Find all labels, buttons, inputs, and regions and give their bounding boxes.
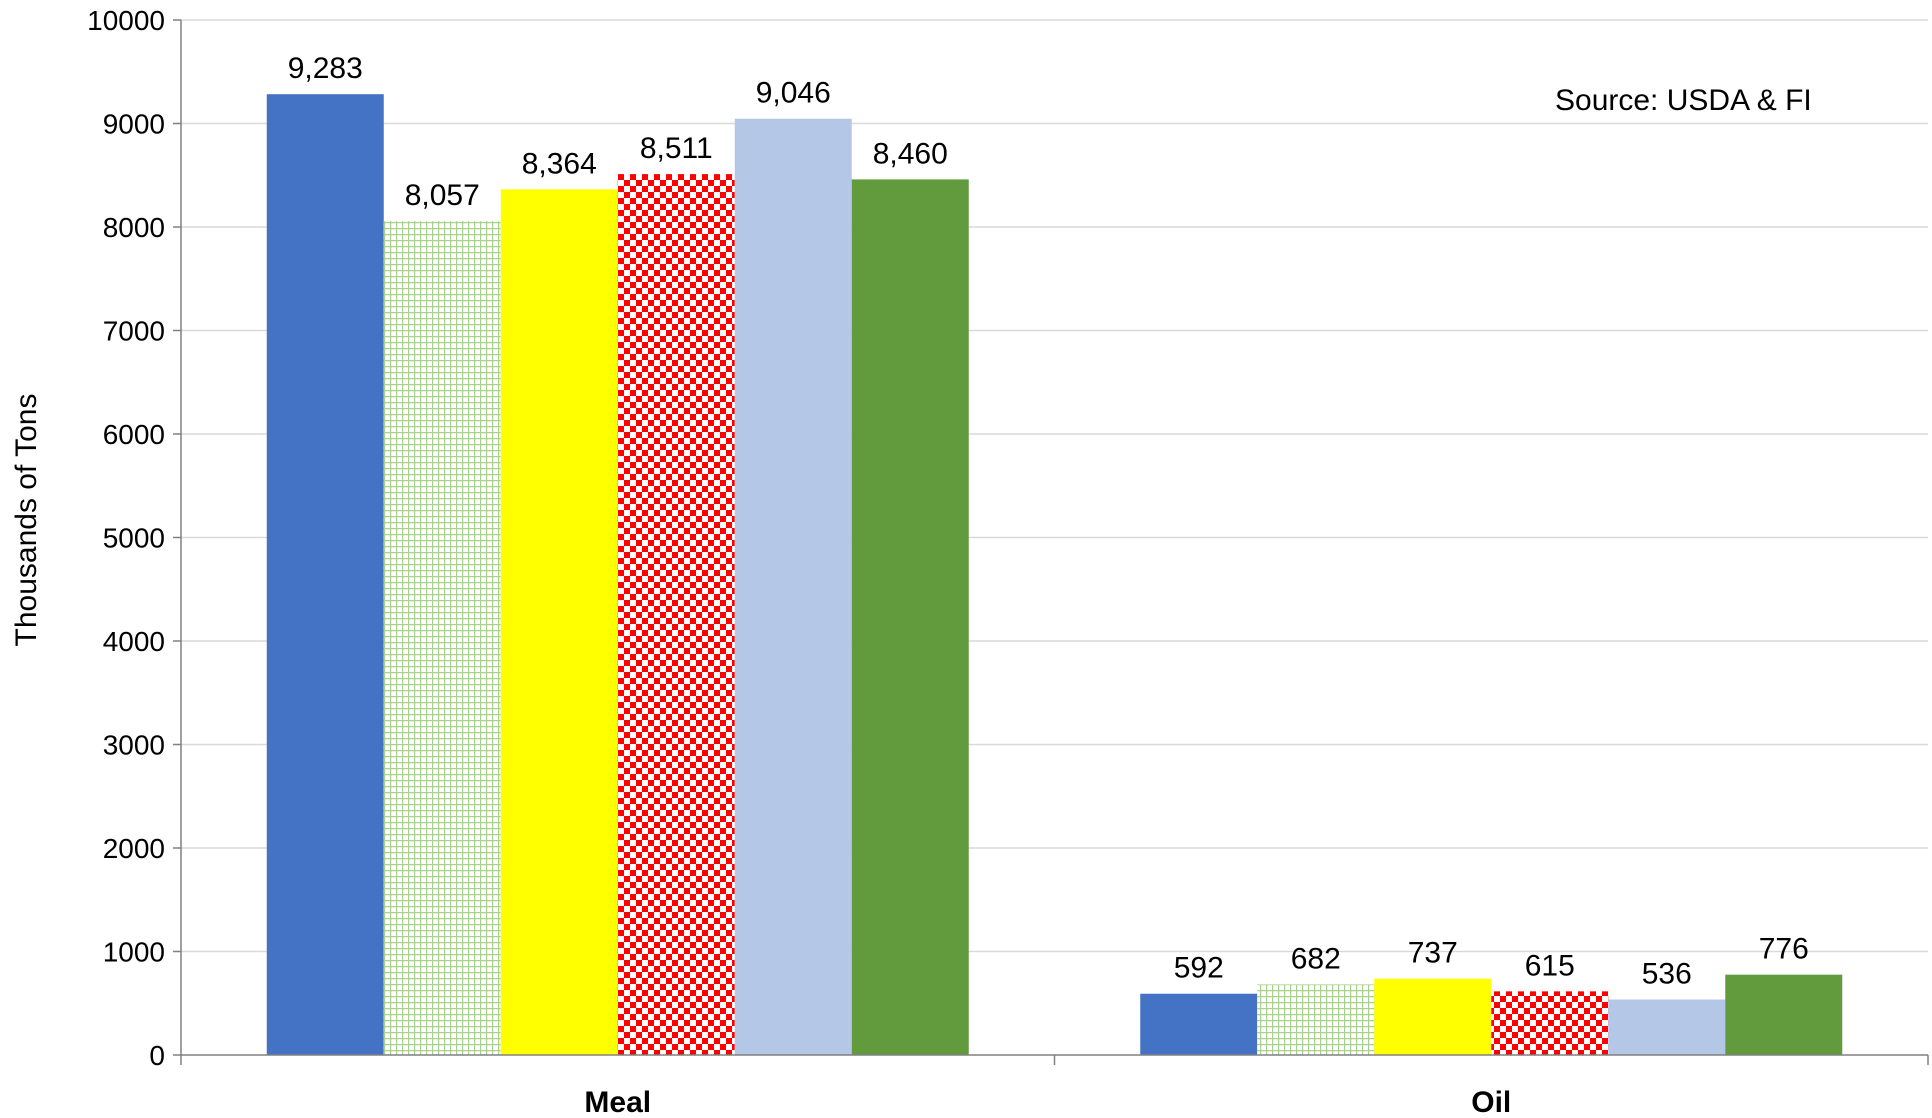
bars xyxy=(266,94,1843,1056)
bar-meal-3 xyxy=(500,189,618,1056)
data-label: 615 xyxy=(1525,949,1575,982)
y-tick-label: 8000 xyxy=(103,212,165,243)
data-label: 8,511 xyxy=(640,132,713,165)
bar-meal-5 xyxy=(734,118,852,1055)
bar-oil-3 xyxy=(1374,978,1492,1055)
data-label: 8,057 xyxy=(405,179,480,212)
bar-oil-5 xyxy=(1608,999,1726,1055)
data-labels: 9,283 8,057 8,364 8,511 9,046 8,460 592 682 737 6… xyxy=(288,52,1809,990)
y-tick-labels: 0 1000 2000 3000 4000 5000 6000 7000 8000 9000 100… xyxy=(87,5,181,1071)
bar-meal-2 xyxy=(383,221,501,1056)
y-tick-label: 7000 xyxy=(103,316,165,347)
y-tick-label: 1000 xyxy=(103,937,165,968)
bar-meal-1 xyxy=(266,94,384,1056)
category-label: Meal xyxy=(584,1086,651,1118)
bar-oil-1 xyxy=(1140,993,1258,1055)
bar-oil-6 xyxy=(1725,974,1843,1055)
y-tick-label: 10000 xyxy=(87,5,165,36)
data-label: 536 xyxy=(1642,958,1692,991)
category-label: Oil xyxy=(1471,1086,1511,1118)
y-tick-label: 2000 xyxy=(103,833,165,864)
data-label: 9,046 xyxy=(756,77,831,110)
data-label: 9,283 xyxy=(288,52,363,85)
y-tick-label: 3000 xyxy=(103,730,165,761)
bar-meal-4 xyxy=(617,174,735,1055)
data-label: 8,460 xyxy=(873,137,948,170)
data-label: 737 xyxy=(1408,937,1458,970)
y-axis-title: Thousands of Tons xyxy=(10,394,43,647)
data-label: 8,364 xyxy=(522,147,597,180)
bar-meal-6 xyxy=(851,179,969,1055)
y-tick-label: 0 xyxy=(149,1040,165,1071)
data-label: 776 xyxy=(1759,933,1809,966)
data-label: 682 xyxy=(1291,942,1341,975)
source-note: Source: USDA & FI xyxy=(1555,84,1812,117)
y-tick-label: 4000 xyxy=(103,626,165,657)
y-tick-label: 6000 xyxy=(103,419,165,450)
y-tick-label: 5000 xyxy=(103,523,165,554)
bar-oil-4 xyxy=(1491,991,1609,1055)
bar-oil-2 xyxy=(1257,984,1375,1055)
category-labels: Meal Oil xyxy=(584,1086,1511,1118)
y-tick-label: 9000 xyxy=(103,109,165,140)
data-label: 592 xyxy=(1174,952,1224,985)
